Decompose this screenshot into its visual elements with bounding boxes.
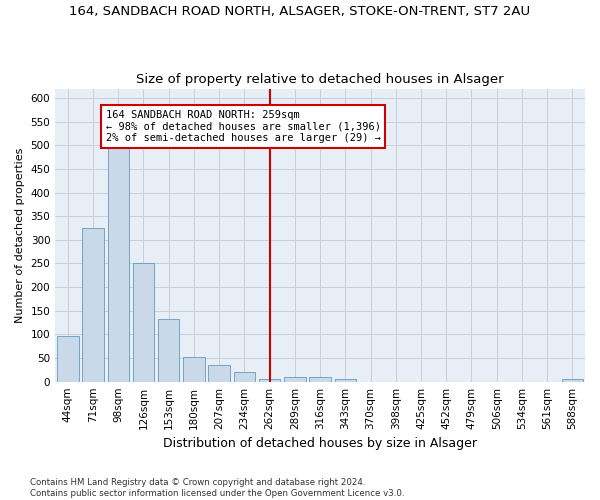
Bar [107,148,129,382]
Title: Size of property relative to detached houses in Alsager: Size of property relative to detached ho… [136,73,504,86]
Bar [208,365,230,382]
Bar [562,380,583,382]
Bar [158,320,179,382]
Bar [335,380,356,382]
Bar [133,264,154,382]
Bar [310,377,331,382]
Y-axis label: Number of detached properties: Number of detached properties [15,148,25,323]
Text: Contains HM Land Registry data © Crown copyright and database right 2024.
Contai: Contains HM Land Registry data © Crown c… [30,478,404,498]
Text: 164 SANDBACH ROAD NORTH: 259sqm
← 98% of detached houses are smaller (1,396)
2% : 164 SANDBACH ROAD NORTH: 259sqm ← 98% of… [106,110,380,143]
Bar [233,372,255,382]
Bar [259,380,280,382]
Bar [82,228,104,382]
Bar [284,377,305,382]
Text: 164, SANDBACH ROAD NORTH, ALSAGER, STOKE-ON-TRENT, ST7 2AU: 164, SANDBACH ROAD NORTH, ALSAGER, STOKE… [70,5,530,18]
Bar [57,336,79,382]
Bar [183,357,205,382]
X-axis label: Distribution of detached houses by size in Alsager: Distribution of detached houses by size … [163,437,477,450]
